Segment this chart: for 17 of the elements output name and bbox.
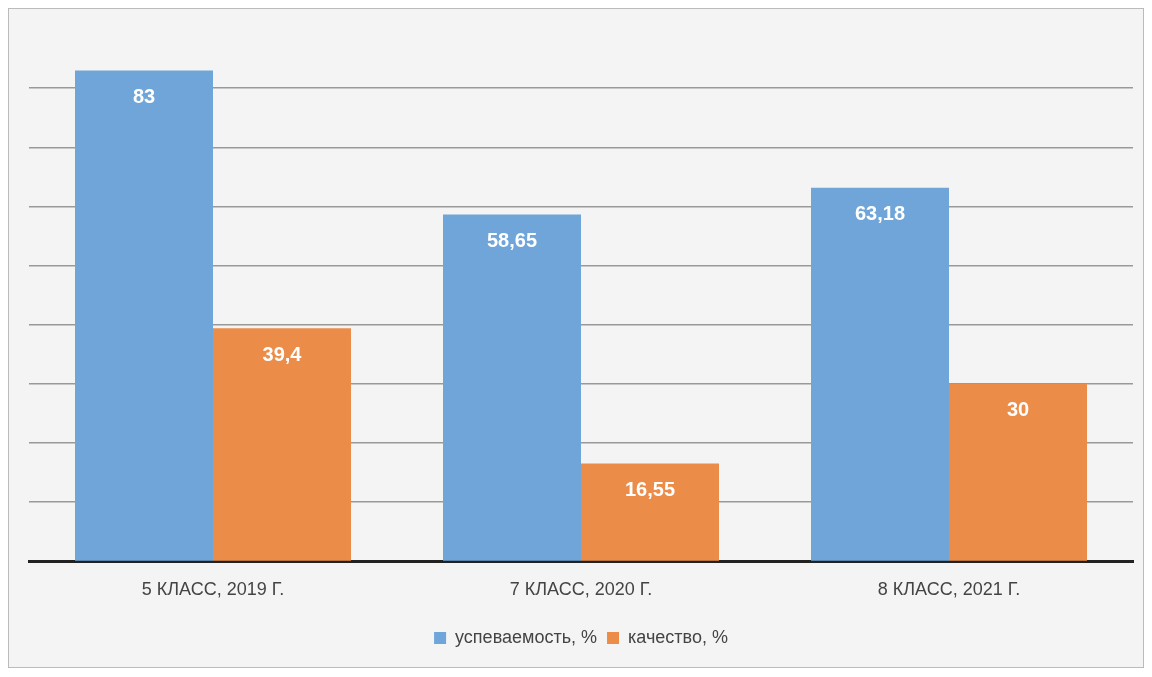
data-label: 83 <box>132 84 156 107</box>
bar <box>949 383 1087 561</box>
legend-label: успеваемость, % <box>455 626 598 647</box>
bar <box>443 214 581 561</box>
x-tick-label: 7 КЛАСС, 2020 Г. <box>509 579 653 600</box>
data-label: 39,4 <box>262 342 303 365</box>
data-label: 16,55 <box>624 478 676 501</box>
legend-label: качество, % <box>628 626 728 647</box>
x-tick-label: 8 КЛАСС, 2021 Г. <box>877 579 1021 600</box>
data-label: 58,65 <box>486 228 538 251</box>
bar <box>213 328 351 561</box>
x-tick-label: 5 КЛАСС, 2019 Г. <box>141 579 285 600</box>
bar <box>75 70 213 561</box>
bar <box>581 463 719 561</box>
data-label: 63,18 <box>854 202 906 225</box>
bar <box>811 187 949 561</box>
data-label: 30 <box>1006 398 1030 421</box>
